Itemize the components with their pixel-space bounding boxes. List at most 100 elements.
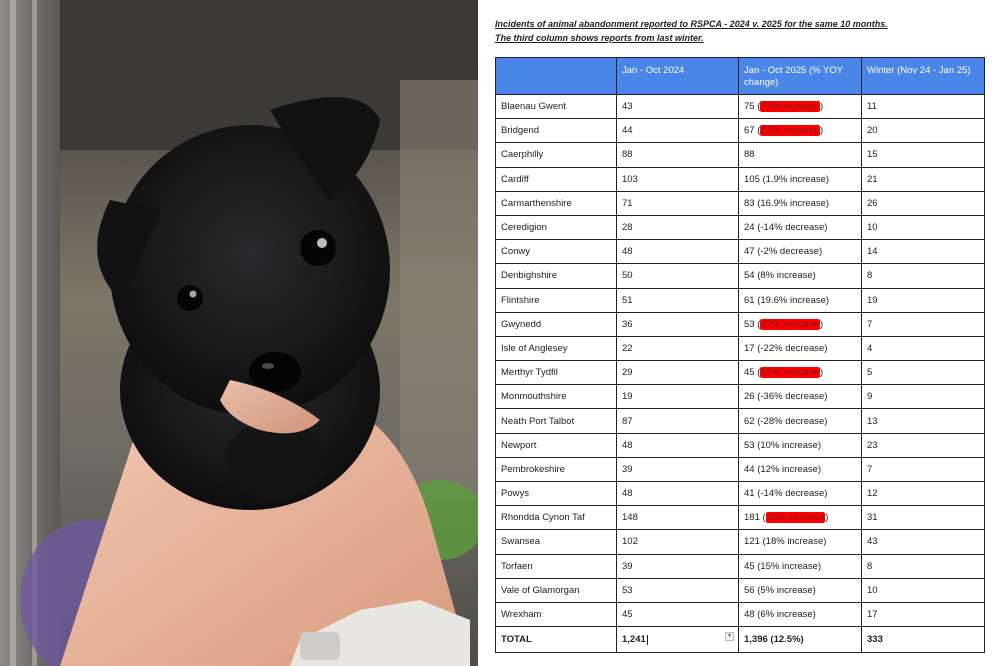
area-cell[interactable]: Pembrokeshire <box>495 456 617 483</box>
area-cell[interactable]: Flintshire <box>495 287 617 313</box>
total-2024-cell[interactable]: 1,241 ▾ <box>616 626 739 654</box>
area-cell[interactable]: Caerphilly <box>495 142 617 168</box>
y2025-cell[interactable]: 26 (-36% decrease) <box>738 384 862 410</box>
header-2025[interactable]: Jan - Oct 2025 (% YOY change) <box>738 57 862 95</box>
y2025-cell[interactable]: 83 (16.9% increase) <box>738 190 862 216</box>
header-2024[interactable]: Jan - Oct 2024 <box>616 57 739 95</box>
total-winter[interactable]: 333 <box>861 626 985 654</box>
y2025-cell[interactable]: 41 (-14% decrease) <box>738 480 862 507</box>
y2025-cell[interactable]: 48 (6% increase) <box>738 601 862 628</box>
area-cell[interactable]: Carmarthenshire <box>495 190 617 216</box>
area-cell[interactable]: Vale of Glamorgan <box>495 577 617 603</box>
y2025-cell[interactable]: 54 (8% increase) <box>738 263 862 289</box>
y2024-cell[interactable]: 44 <box>616 118 739 144</box>
area-cell[interactable]: Powys <box>495 480 617 507</box>
y2024-cell[interactable]: 103 <box>616 166 739 192</box>
winter-cell[interactable]: 11 <box>861 93 985 120</box>
y2025-cell[interactable]: 75 (74% increase) <box>738 93 862 120</box>
winter-cell[interactable]: 23 <box>861 432 985 458</box>
y2024-cell[interactable]: 48 <box>616 239 739 265</box>
y2024-cell[interactable]: 71 <box>616 190 739 216</box>
area-cell[interactable]: Newport <box>495 432 617 458</box>
winter-cell[interactable]: 9 <box>861 384 985 410</box>
winter-cell[interactable]: 7 <box>861 311 985 337</box>
y2025-cell[interactable]: 105 (1.9% increase) <box>738 166 862 192</box>
y2024-cell[interactable]: 53 <box>616 577 739 603</box>
area-cell[interactable]: Neath Port Talbot <box>495 408 617 434</box>
area-cell[interactable]: Isle of Anglesey <box>495 335 617 362</box>
area-cell[interactable]: Torfaen <box>495 553 617 579</box>
total-2025[interactable]: 1,396 (12.5%) <box>738 626 862 654</box>
area-cell[interactable]: Ceredigion <box>495 214 617 241</box>
winter-cell[interactable]: 21 <box>861 166 985 192</box>
y2024-cell[interactable]: 88 <box>616 142 739 168</box>
y2025-cell[interactable]: 24 (-14% decrease) <box>738 214 862 241</box>
area-cell[interactable]: Swansea <box>495 529 617 555</box>
winter-cell[interactable]: 12 <box>861 480 985 507</box>
y2025-cell[interactable]: 121 (18% increase) <box>738 529 862 555</box>
dropdown-arrow-icon[interactable]: ▾ <box>725 632 734 642</box>
winter-cell[interactable]: 8 <box>861 263 985 289</box>
area-cell[interactable]: Bridgend <box>495 118 617 144</box>
winter-cell[interactable]: 14 <box>861 239 985 265</box>
y2024-cell[interactable]: 39 <box>616 553 739 579</box>
y2025-cell[interactable]: 53 (47% increase) <box>738 311 862 337</box>
winter-cell[interactable]: 19 <box>861 287 985 313</box>
y2025-cell[interactable]: 181 (22% increase) <box>738 505 862 531</box>
y2024-cell[interactable]: 39 <box>616 456 739 483</box>
winter-cell[interactable]: 20 <box>861 118 985 144</box>
document-heading: Incidents of animal abandonment reported… <box>495 17 995 45</box>
area-cell[interactable]: Gwynedd <box>495 311 617 337</box>
y2024-cell[interactable]: 148 <box>616 505 739 531</box>
area-cell[interactable]: Blaenau Gwent <box>495 93 617 120</box>
y2024-cell[interactable]: 19 <box>616 384 739 410</box>
y2024-cell[interactable]: 29 <box>616 360 739 386</box>
y2025-cell[interactable]: 88 <box>738 142 862 168</box>
winter-cell[interactable]: 43 <box>861 529 985 555</box>
abandonment-table: Jan - Oct 2024 Jan - Oct 2025 (% YOY cha… <box>495 57 985 654</box>
area-cell[interactable]: Conwy <box>495 239 617 265</box>
y2025-value: 24 <box>744 222 755 234</box>
y2025-cell[interactable]: 45 (55% increase) <box>738 360 862 386</box>
y2024-cell[interactable]: 43 <box>616 93 739 120</box>
winter-cell[interactable]: 7 <box>861 456 985 483</box>
y2024-cell[interactable]: 22 <box>616 335 739 362</box>
y2024-cell[interactable]: 50 <box>616 263 739 289</box>
y2024-cell[interactable]: 28 <box>616 214 739 241</box>
winter-cell[interactable]: 10 <box>861 577 985 603</box>
y2025-cell[interactable]: 53 (10% increase) <box>738 432 862 458</box>
area-cell[interactable]: Rhondda Cynon Taf <box>495 505 617 531</box>
y2024-cell[interactable]: 87 <box>616 408 739 434</box>
winter-cell[interactable]: 8 <box>861 553 985 579</box>
y2024-cell[interactable]: 45 <box>616 601 739 628</box>
winter-cell[interactable]: 4 <box>861 335 985 362</box>
y2024-cell[interactable]: 36 <box>616 311 739 337</box>
y2025-cell[interactable]: 47 (-2% decrease) <box>738 239 862 265</box>
y2024-cell[interactable]: 102 <box>616 529 739 555</box>
total-label[interactable]: TOTAL <box>495 626 617 654</box>
winter-cell[interactable]: 26 <box>861 190 985 216</box>
winter-cell[interactable]: 31 <box>861 505 985 531</box>
winter-cell[interactable]: 5 <box>861 360 985 386</box>
area-cell[interactable]: Merthyr Tydfil <box>495 360 617 386</box>
y2025-cell[interactable]: 67 (52% increase) <box>738 118 862 144</box>
y2025-cell[interactable]: 17 (-22% decrease) <box>738 335 862 362</box>
area-cell[interactable]: Wrexham <box>495 601 617 628</box>
y2024-cell[interactable]: 48 <box>616 432 739 458</box>
winter-cell[interactable]: 10 <box>861 214 985 241</box>
y2025-cell[interactable]: 44 (12% increase) <box>738 456 862 483</box>
area-cell[interactable]: Cardiff <box>495 166 617 192</box>
header-winter[interactable]: Winter (Nov 24 - Jan 25) <box>861 57 985 95</box>
area-cell[interactable]: Denbighshire <box>495 263 617 289</box>
winter-cell[interactable]: 17 <box>861 601 985 628</box>
y2025-cell[interactable]: 61 (19.6% increase) <box>738 287 862 313</box>
header-area[interactable] <box>495 57 617 95</box>
area-cell[interactable]: Monmouthshire <box>495 384 617 410</box>
winter-cell[interactable]: 15 <box>861 142 985 168</box>
y2025-cell[interactable]: 62 (-28% decrease) <box>738 408 862 434</box>
y2025-cell[interactable]: 56 (5% increase) <box>738 577 862 603</box>
winter-cell[interactable]: 13 <box>861 408 985 434</box>
y2024-cell[interactable]: 48 <box>616 480 739 507</box>
y2025-cell[interactable]: 45 (15% increase) <box>738 553 862 579</box>
y2024-cell[interactable]: 51 <box>616 287 739 313</box>
